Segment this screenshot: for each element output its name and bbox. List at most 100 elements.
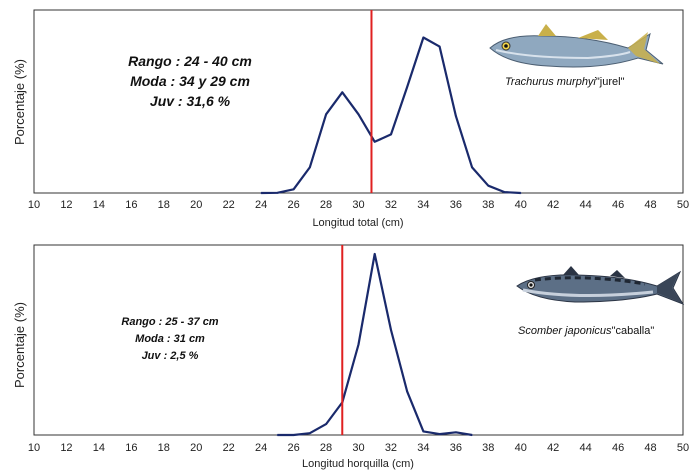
x-tick-label: 34 (417, 199, 429, 211)
series-line (261, 36, 521, 195)
data-point (325, 423, 327, 425)
x-tick-label: 36 (450, 199, 462, 211)
data-point (309, 432, 311, 434)
data-point (503, 191, 506, 193)
data-point (373, 140, 376, 143)
x-tick-label: 10 (28, 442, 40, 454)
data-point (438, 433, 441, 435)
data-point (455, 115, 457, 117)
x-tick-label: 44 (580, 199, 592, 211)
data-point (341, 91, 344, 94)
species-label-2: Scomber japonicus"caballa" (518, 325, 654, 337)
x-tick-label: 42 (547, 442, 559, 454)
x-axis-ticks-1: 10 12 14 16 18 20 22 24 26 28 30 32 34 36 38 40 42 44 46 48… (28, 199, 689, 211)
species-common-2: "caballa" (612, 325, 655, 337)
y-axis-label-1: Porcentaje (%) (12, 59, 27, 145)
plot-frame-1 (33, 9, 684, 194)
x-tick-label: 34 (417, 442, 429, 454)
x-tick-label: 14 (93, 199, 105, 211)
x-tick-label: 28 (320, 199, 332, 211)
data-point (260, 192, 262, 194)
x-tick-label: 18 (158, 442, 170, 454)
data-point (406, 86, 408, 88)
x-tick-label: 24 (255, 199, 267, 211)
data-point (471, 434, 473, 436)
data-point (422, 430, 425, 433)
data-point (438, 45, 441, 48)
x-tick-label: 30 (352, 199, 364, 211)
x-tick-label: 22 (223, 199, 235, 211)
species-label-1: Trachurus murphyi"jurel" (505, 76, 625, 88)
x-axis-ticks-2: 10 12 14 16 18 20 22 24 26 28 30 32 34 36 38 40 42 44 46 48… (28, 442, 689, 454)
species-name-1: Trachurus murphyi (505, 76, 596, 88)
data-point (292, 434, 295, 436)
data-point (276, 434, 279, 436)
x-tick-label: 12 (60, 442, 72, 454)
data-point (487, 184, 490, 187)
x-axis-label-2: Longitud horquilla (cm) (302, 458, 414, 470)
x-tick-label: 26 (287, 199, 299, 211)
x-tick-label: 30 (352, 442, 364, 454)
species-common-1: "jurel" (596, 76, 625, 88)
plot-frame-2 (33, 244, 684, 436)
x-tick-label: 32 (385, 199, 397, 211)
x-tick-label: 20 (190, 442, 202, 454)
stat-range-1: Rango : 24 - 40 cm (128, 53, 252, 69)
data-point (455, 431, 457, 434)
x-tick-label: 42 (547, 199, 559, 211)
caballa-fish-image (516, 266, 685, 306)
data-point (373, 253, 376, 255)
x-tick-label: 26 (287, 442, 299, 454)
x-tick-label: 16 (125, 442, 137, 454)
data-point (292, 188, 295, 191)
data-point (309, 166, 311, 169)
data-point (422, 36, 425, 39)
stats-text-2: Rango : 25 - 37 cm Moda : 31 cm Juv : 2,… (121, 316, 218, 362)
x-tick-label: 46 (612, 199, 624, 211)
x-tick-label: 40 (515, 199, 527, 211)
data-point (276, 192, 279, 194)
x-tick-label: 50 (677, 199, 689, 211)
stat-range-2: Rango : 25 - 37 cm (121, 316, 218, 328)
data-point (406, 390, 408, 393)
x-tick-label: 36 (450, 442, 462, 454)
x-tick-label: 24 (255, 442, 267, 454)
data-point (519, 192, 522, 194)
stat-mode-2: Moda : 31 cm (135, 333, 205, 345)
panel-jurel: 10 12 14 16 18 20 22 24 26 28 30 32 34 36 38 40 42 44 46 48… (12, 9, 689, 229)
data-point (390, 329, 392, 331)
data-point (325, 113, 327, 116)
x-tick-label: 38 (482, 442, 494, 454)
data-point (471, 166, 473, 169)
x-tick-label: 48 (644, 199, 656, 211)
x-tick-label: 50 (677, 442, 689, 454)
x-tick-label: 10 (28, 199, 40, 211)
x-tick-label: 14 (93, 442, 105, 454)
x-tick-label: 18 (158, 199, 170, 211)
x-tick-label: 46 (612, 442, 624, 454)
jurel-fish-image (489, 24, 664, 68)
x-tick-label: 22 (223, 442, 235, 454)
x-tick-label: 16 (125, 199, 137, 211)
stats-text-1: Rango : 24 - 40 cm Moda : 34 y 29 cm Juv… (128, 53, 252, 109)
data-point (357, 343, 360, 346)
data-point (357, 113, 360, 116)
stat-juv-2: Juv : 2,5 % (142, 350, 199, 362)
x-axis-label-1: Longitud total (cm) (312, 217, 403, 229)
data-point (390, 133, 392, 136)
y-axis-label-2: Porcentaje (%) (12, 302, 27, 388)
species-name-2: Scomber japonicus (518, 325, 612, 337)
stat-juv-1: Juv : 31,6 % (150, 93, 231, 109)
x-tick-label: 38 (482, 199, 494, 211)
x-tick-label: 40 (515, 442, 527, 454)
stat-mode-1: Moda : 34 y 29 cm (130, 73, 250, 89)
x-tick-label: 48 (644, 442, 656, 454)
x-tick-label: 12 (60, 199, 72, 211)
series-line (277, 252, 473, 437)
x-tick-label: 32 (385, 442, 397, 454)
panel-caballa: 10 12 14 16 18 20 22 24 26 28 30 32 34 36 38 40 42 44 46 48… (12, 244, 689, 470)
x-tick-label: 28 (320, 442, 332, 454)
series-group-1 (260, 10, 522, 195)
x-tick-label: 20 (190, 199, 202, 211)
